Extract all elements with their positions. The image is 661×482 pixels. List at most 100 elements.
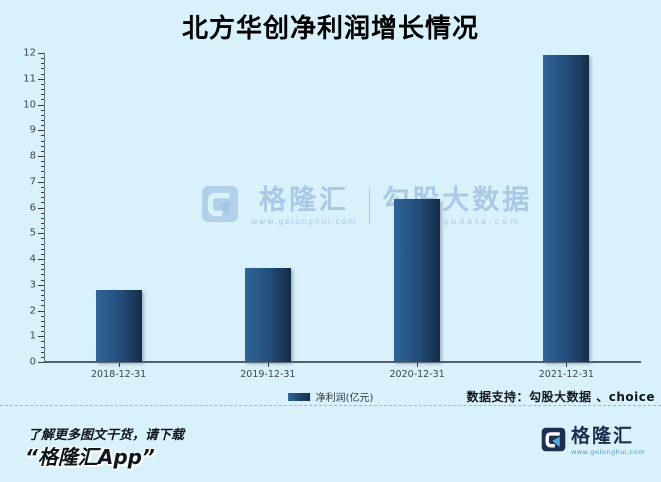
y-tick-label: 6	[29, 202, 36, 213]
x-tick-label: 2019-12-31	[240, 369, 296, 380]
bar-2021-12-31	[543, 54, 590, 362]
y-axis-minor-tick	[41, 192, 44, 194]
y-axis-minor-tick	[41, 228, 44, 230]
y-axis-minor-tick	[41, 269, 44, 271]
y-axis-minor-tick	[41, 161, 44, 163]
x-axis	[44, 361, 641, 363]
watermark-brand-block: 格隆汇 www.gelonghui.com	[251, 187, 357, 226]
y-axis-tick	[38, 362, 44, 363]
y-tick-label: 5	[29, 227, 36, 239]
y-tick-label: 7	[29, 176, 36, 188]
chart-title: 北方华创净利润增长情况	[181, 14, 479, 44]
y-axis-minor-tick	[41, 166, 44, 168]
y-axis-minor-tick	[41, 94, 44, 96]
y-axis-minor-tick	[41, 295, 44, 297]
y-axis-minor-tick	[41, 197, 44, 199]
y-axis-tick	[38, 53, 44, 54]
y-axis-minor-tick	[41, 171, 44, 173]
watermark-brand: 格隆汇	[259, 184, 350, 216]
footer-brand-url: www.gelonghui.com	[571, 448, 646, 456]
y-axis-minor-tick	[41, 341, 44, 343]
y-axis-minor-tick	[41, 140, 44, 142]
legend: 净利润(亿元)	[287, 389, 374, 404]
y-tick-label: 4	[29, 253, 36, 265]
y-axis-minor-tick	[41, 320, 44, 322]
y-axis-minor-tick	[41, 217, 44, 219]
y-axis-tick	[38, 78, 44, 80]
x-axis-tick	[118, 363, 120, 367]
watermark: 格隆汇 www.gelonghui.com 勾股大数据 www.gogudata…	[201, 185, 532, 227]
y-tick-label: 2	[29, 305, 36, 316]
y-axis-minor-tick	[41, 264, 44, 266]
bar-2018-12-31	[95, 289, 142, 362]
gelonghui-logo-icon	[201, 185, 239, 227]
y-axis-minor-tick	[41, 305, 44, 307]
y-tick-label: 0	[29, 356, 36, 368]
x-tick-label: 2020-12-31	[389, 369, 445, 380]
y-axis-minor-tick	[41, 135, 44, 137]
y-tick-label: 3	[29, 279, 36, 291]
watermark-brand-url: www.gelonghui.com	[251, 216, 358, 226]
y-axis-tick	[38, 156, 44, 157]
y-tick-label: 8	[29, 150, 36, 162]
x-tick-label: 2021-12-31	[538, 369, 594, 380]
y-axis	[44, 53, 45, 362]
y-axis-tick	[38, 207, 44, 209]
y-axis-minor-tick	[41, 145, 44, 147]
y-axis-tick	[38, 104, 44, 106]
y-axis-minor-tick	[41, 99, 44, 101]
watermark-divider	[369, 188, 371, 224]
y-axis-minor-tick	[41, 109, 44, 111]
y-axis-minor-tick	[41, 274, 44, 276]
y-axis-minor-tick	[41, 186, 44, 188]
y-axis-minor-tick	[41, 176, 44, 178]
y-axis-minor-tick	[41, 346, 44, 348]
y-axis-minor-tick	[41, 63, 44, 65]
y-axis-minor-tick	[41, 356, 44, 358]
y-axis-minor-tick	[41, 68, 44, 70]
y-axis-minor-tick	[41, 212, 44, 214]
bar-2020-12-31	[394, 199, 441, 362]
legend-label: 净利润(亿元)	[315, 393, 374, 404]
x-tick-label: 2018-12-31	[91, 369, 147, 380]
y-axis-minor-tick	[41, 150, 44, 152]
y-axis-minor-tick	[41, 73, 44, 75]
y-axis-minor-tick	[41, 289, 44, 291]
dashed-separator	[0, 405, 661, 406]
x-axis-tick	[417, 363, 419, 367]
y-axis-minor-tick	[41, 331, 44, 333]
y-axis-minor-tick	[41, 125, 44, 127]
y-axis-minor-tick	[41, 119, 44, 121]
footer-brand: 格隆汇	[571, 425, 635, 447]
y-tick-label: 1	[29, 330, 36, 342]
y-tick-label: 10	[23, 99, 36, 110]
gelonghui-logo-icon	[541, 427, 566, 456]
y-axis-minor-tick	[41, 248, 44, 250]
promo-text: 了解更多图文干货，请下载	[28, 428, 185, 443]
y-axis-tick	[38, 259, 44, 260]
footer-logo-text: 格隆汇 www.gelonghui.com	[571, 427, 645, 456]
y-axis-tick	[38, 130, 44, 132]
y-tick-label: 12	[23, 47, 36, 59]
legend-swatch	[287, 392, 310, 401]
promo-app-name: “格隆汇App”	[25, 445, 155, 469]
y-axis-minor-tick	[41, 114, 44, 116]
x-axis-tick	[566, 363, 568, 367]
x-axis-tick	[267, 363, 269, 367]
y-axis-tick	[38, 310, 44, 312]
data-support-note: 数据支持：勾股大数据 、choice	[466, 390, 655, 404]
y-axis-tick	[38, 284, 44, 286]
bar-2019-12-31	[244, 268, 291, 362]
y-axis-minor-tick	[41, 315, 44, 317]
y-axis-tick	[38, 181, 44, 183]
y-axis-tick	[38, 336, 44, 338]
y-axis-minor-tick	[41, 238, 44, 240]
y-axis-tick	[38, 233, 44, 235]
y-axis-minor-tick	[41, 222, 44, 224]
y-axis-minor-tick	[41, 202, 44, 204]
footer-logo: 格隆汇 www.gelonghui.com	[541, 427, 645, 456]
y-axis-minor-tick	[41, 325, 44, 327]
y-axis-minor-tick	[41, 58, 44, 60]
y-axis-minor-tick	[41, 253, 44, 255]
